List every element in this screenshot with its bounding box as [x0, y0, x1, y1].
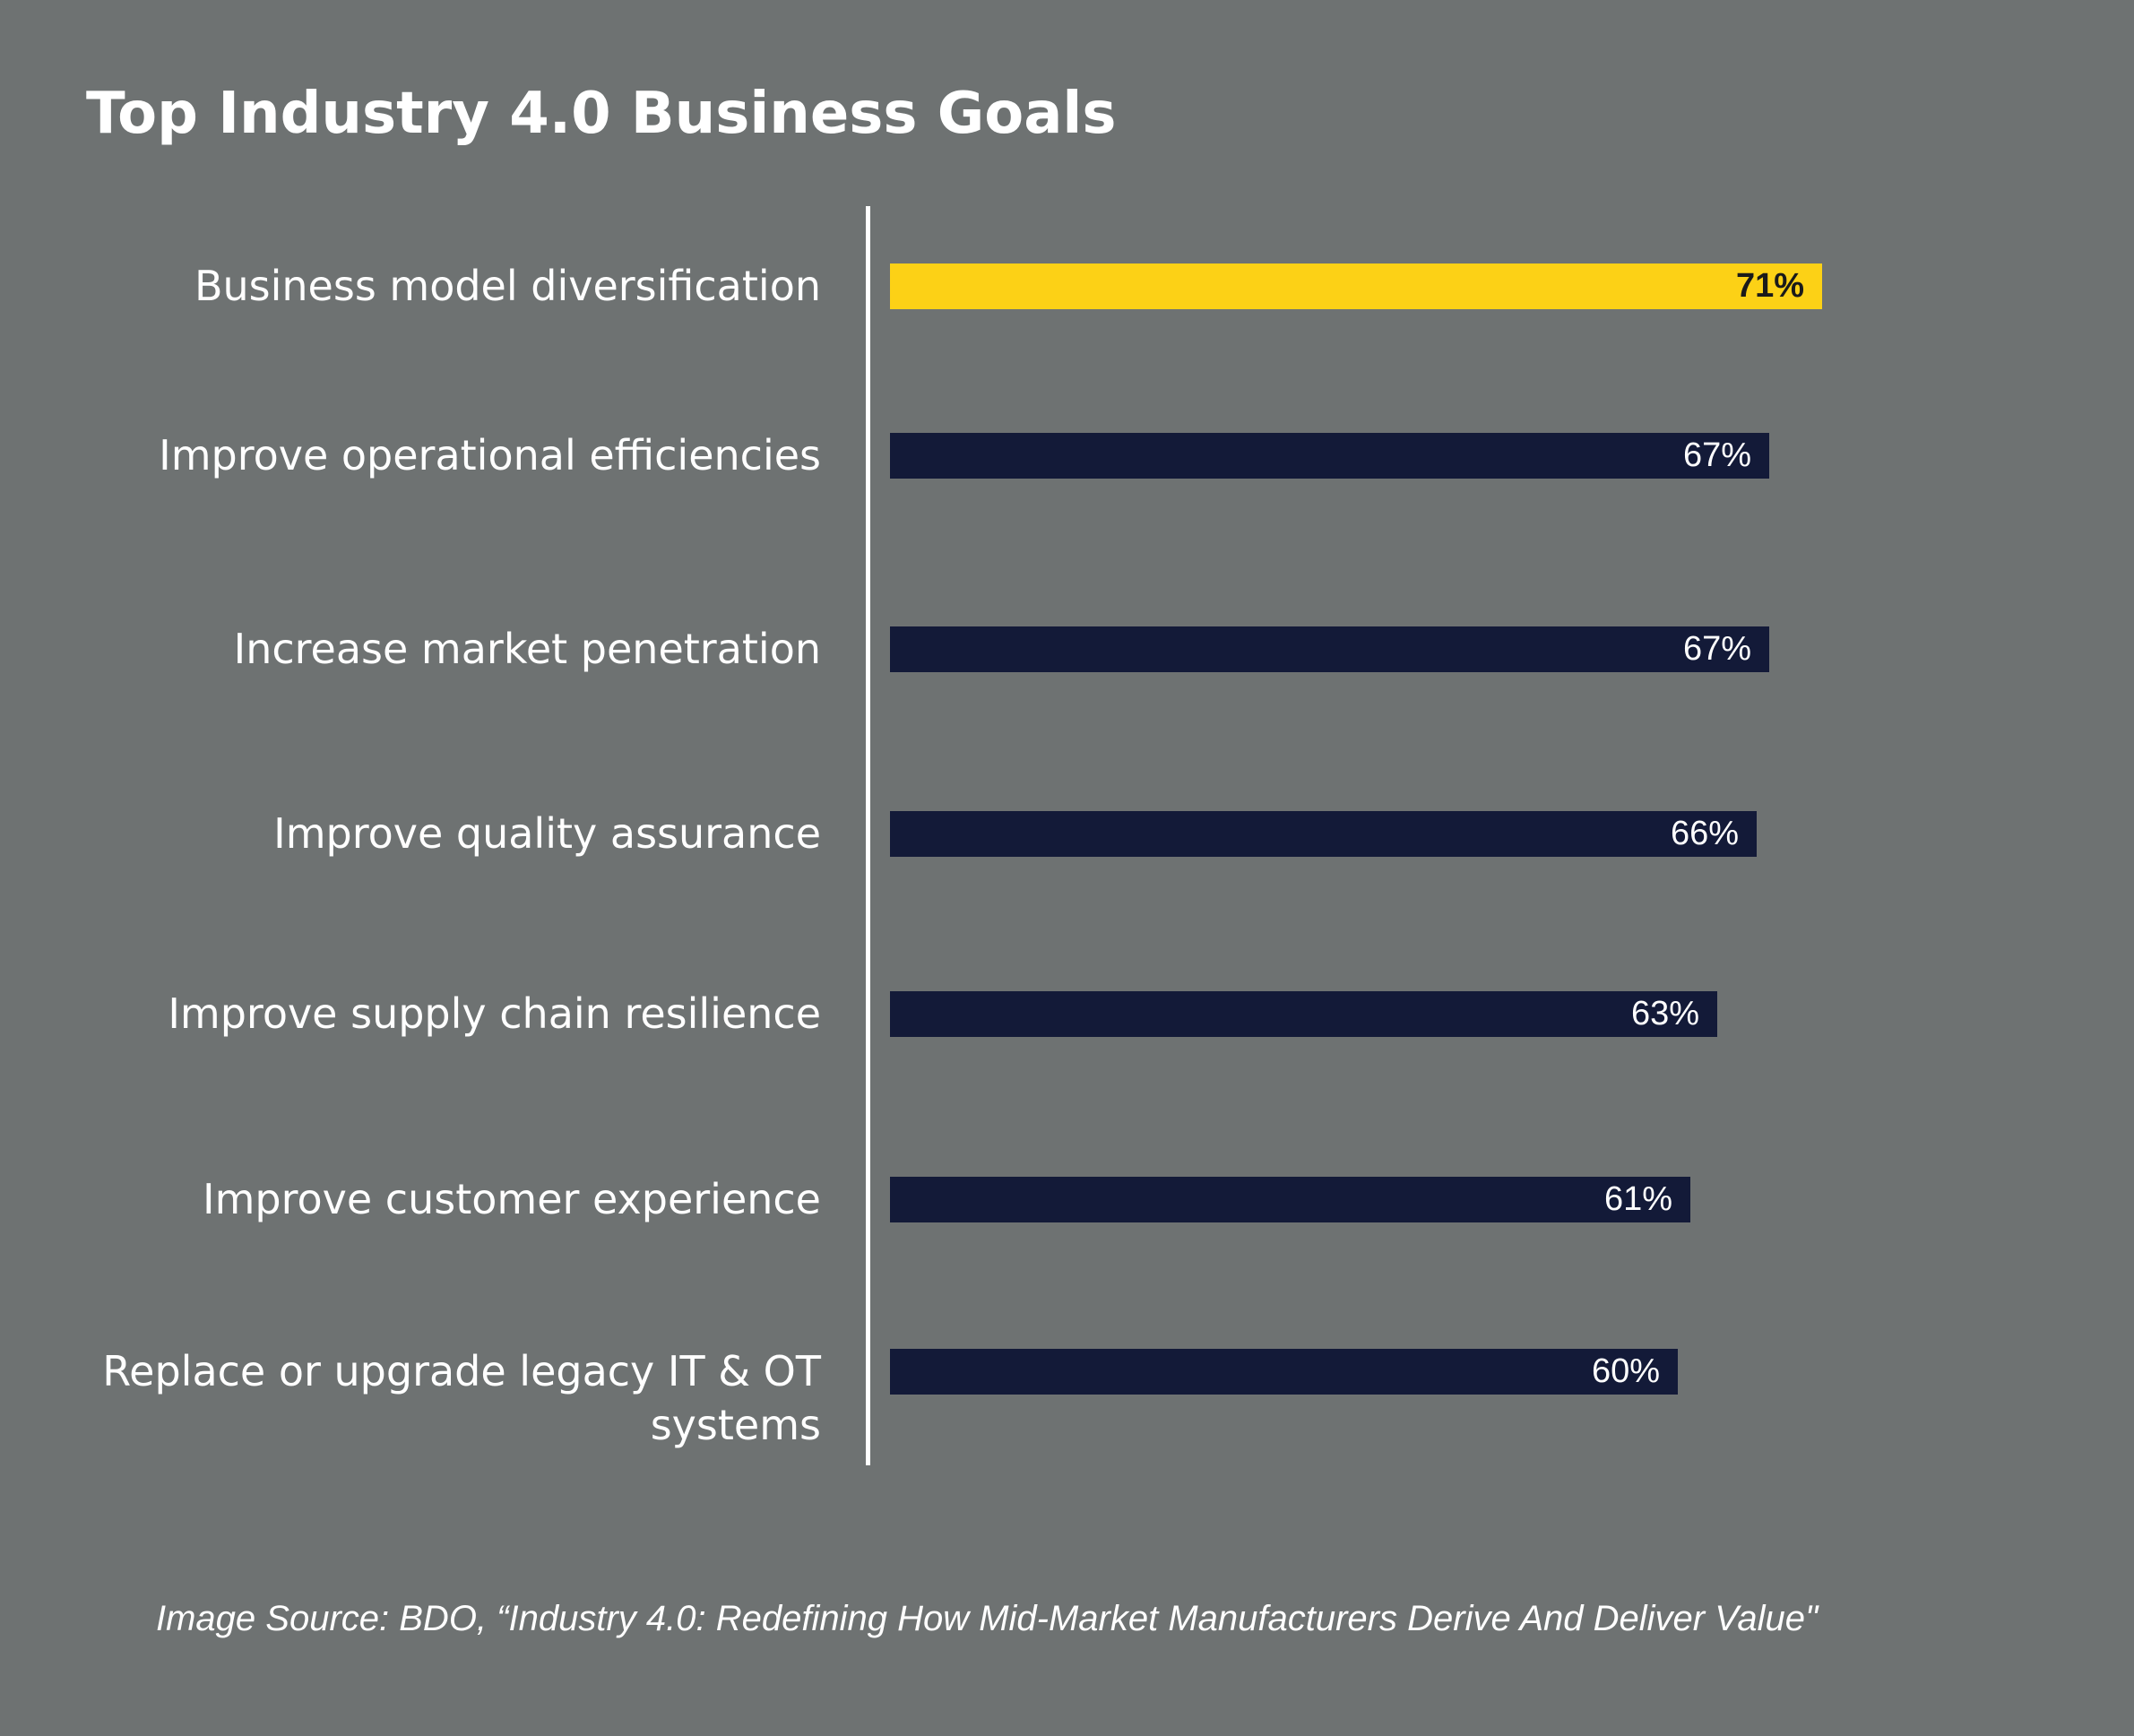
category-label: Increase market penetration [233, 625, 821, 673]
bar: 71% [890, 263, 1822, 309]
bar: 63% [890, 990, 1717, 1037]
bar-value-label: 63% [1630, 994, 1699, 1032]
bar-value-label: 66% [1670, 814, 1739, 852]
category-label: Improve supply chain resilience [168, 989, 821, 1038]
bar: 61% [890, 1176, 1690, 1222]
category-label: Improve operational efficiencies [159, 431, 821, 479]
bar: 67% [890, 626, 1769, 672]
chart-title: Top Industry 4.0 Business Goals [86, 81, 1117, 147]
bar: 67% [890, 432, 1769, 479]
category-label: Improve customer experience [203, 1175, 821, 1223]
category-label: Business model diversification [194, 262, 821, 310]
bar-value-label: 67% [1682, 436, 1751, 474]
category-axis-line [866, 206, 870, 1465]
bar-value-label: 71% [1735, 266, 1804, 305]
category-label: Replace or upgrade legacy IT & OT system… [102, 1347, 821, 1449]
image-source-caption: Image Source: BDO, “Industry 4.0: Redefi… [156, 1599, 1819, 1638]
bar-value-label: 61% [1603, 1179, 1672, 1218]
bar: 66% [890, 810, 1757, 857]
bar-value-label: 60% [1591, 1352, 1660, 1390]
bar-value-label: 67% [1682, 629, 1751, 668]
category-label: Improve quality assurance [273, 809, 821, 858]
bar: 60% [890, 1348, 1678, 1395]
